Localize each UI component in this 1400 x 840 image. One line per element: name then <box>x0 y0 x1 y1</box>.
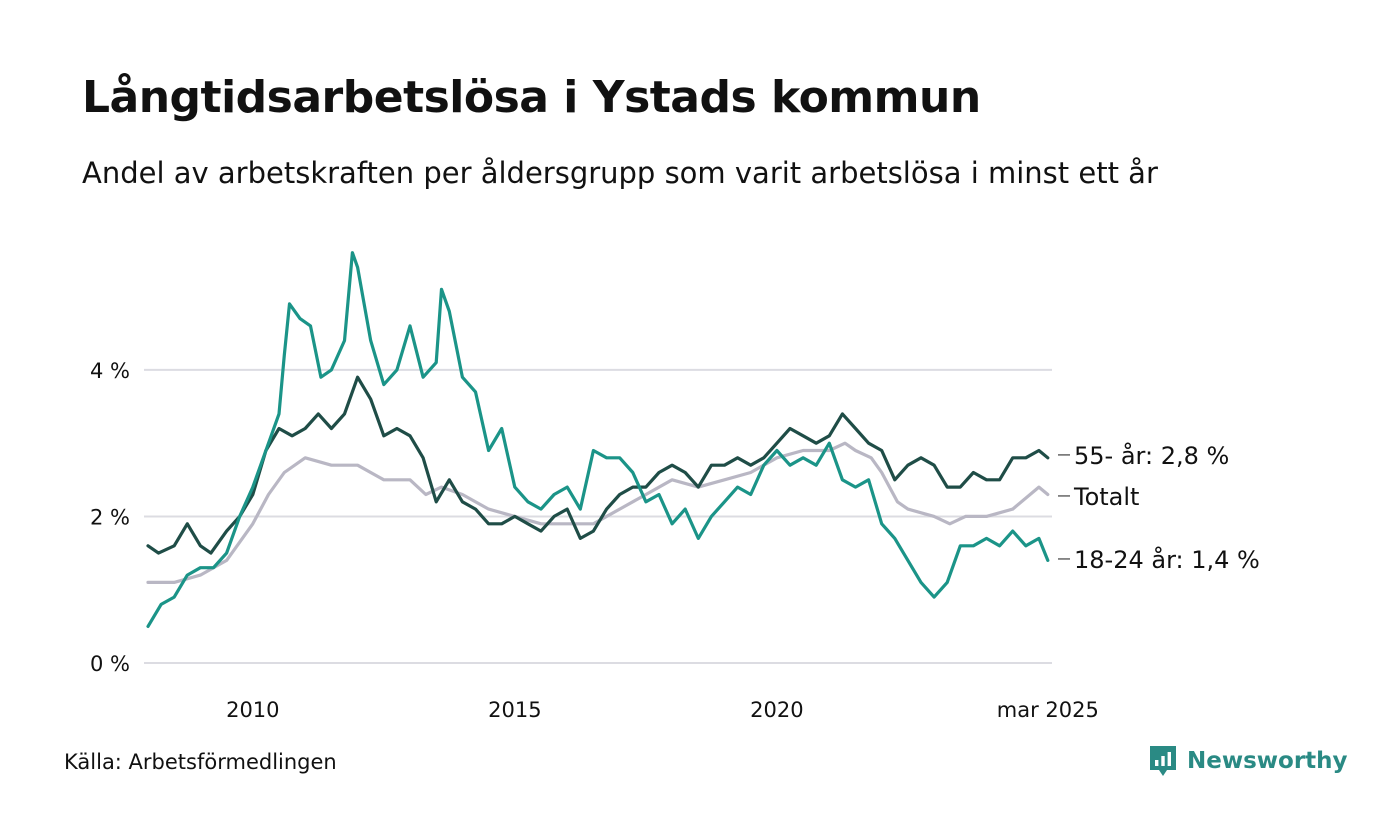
end-label-youth: 18-24 år: 1,4 % <box>1074 545 1260 574</box>
brand-name: Newsworthy <box>1187 748 1348 774</box>
y-tick-label: 2 % <box>90 505 130 529</box>
x-tick-label: 2015 <box>488 698 541 722</box>
brand-logo: Newsworthy <box>1148 744 1348 778</box>
chart-title: Långtidsarbetslösa i Ystads kommun <box>82 72 981 123</box>
y-tick-label: 4 % <box>90 359 130 383</box>
series-line-senior <box>146 375 1050 555</box>
y-axis-ticks: 0 % 2 % 4 % <box>90 359 130 676</box>
chart-subtitle: Andel av arbetskraften per åldersgrupp s… <box>82 156 1158 190</box>
x-tick-label: mar 2025 <box>997 698 1099 722</box>
x-tick-label: 2010 <box>226 698 279 722</box>
series-lines <box>146 251 1050 628</box>
x-axis-ticks: 2010 2015 2020 mar 2025 <box>226 698 1099 722</box>
source-note: Källa: Arbetsförmedlingen <box>64 750 337 774</box>
x-tick-label: 2020 <box>750 698 803 722</box>
series-line-youth <box>146 251 1050 628</box>
y-tick-label: 0 % <box>90 652 130 676</box>
end-labels: 55- år: 2,8 % Totalt 18-24 år: 1,4 % <box>1058 441 1260 574</box>
end-label-senior: 55- år: 2,8 % <box>1074 441 1229 470</box>
series-line-total <box>146 441 1050 584</box>
end-label-total: Totalt <box>1073 483 1139 511</box>
gridlines <box>144 368 1052 664</box>
newsworthy-logo-icon <box>1150 746 1176 776</box>
